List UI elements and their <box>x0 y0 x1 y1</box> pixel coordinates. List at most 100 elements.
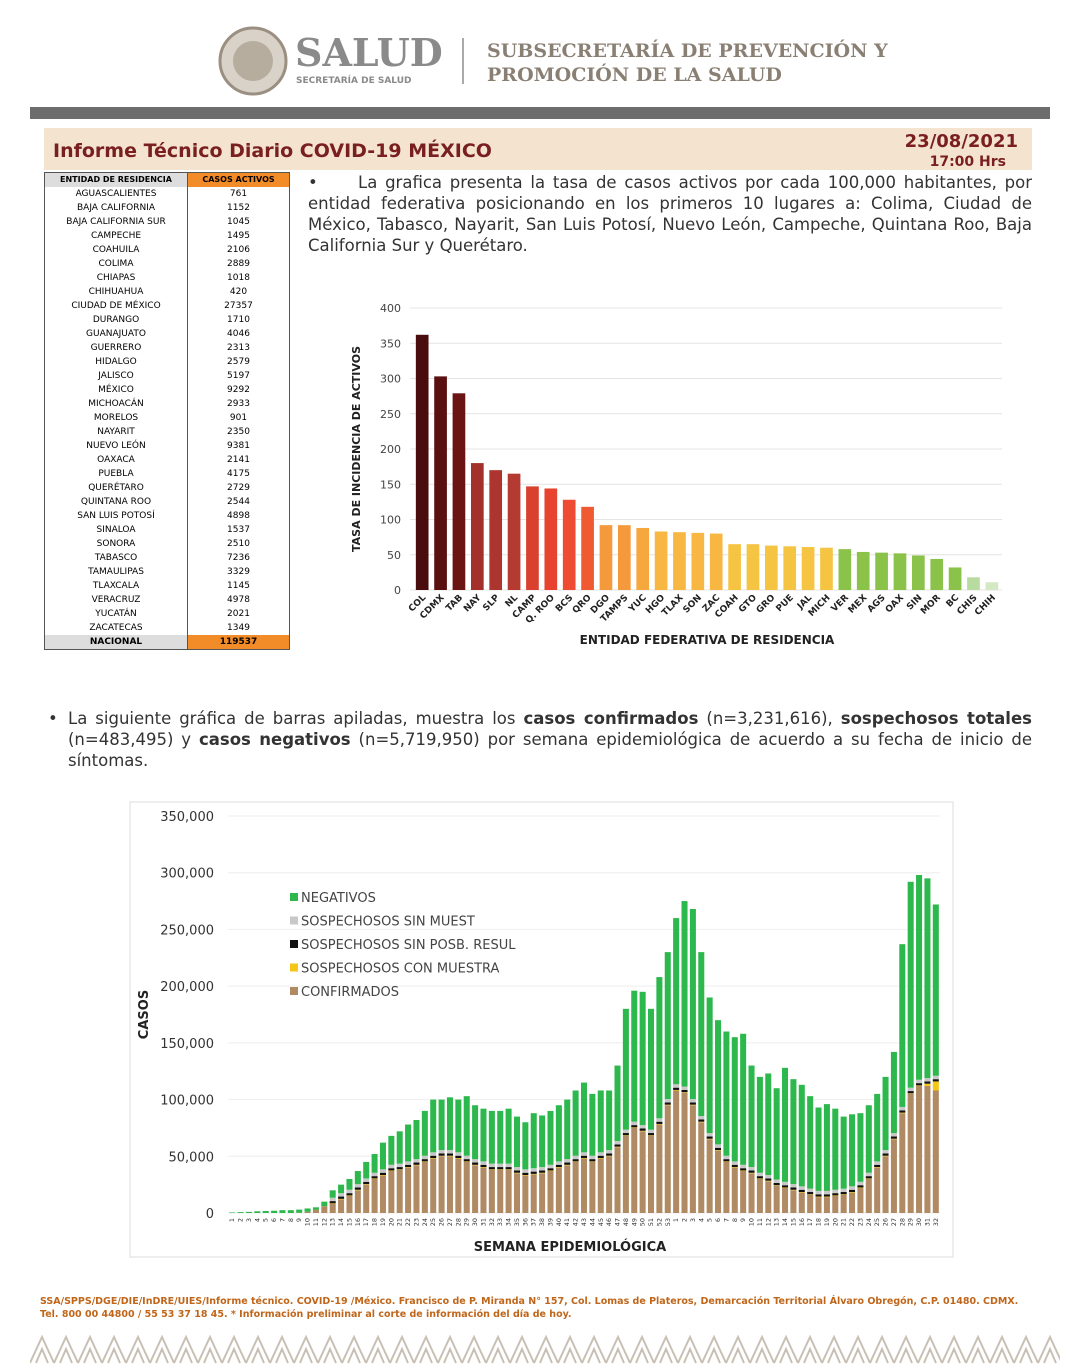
bar-segment <box>338 1196 345 1199</box>
bar-segment <box>723 1161 730 1162</box>
bar-segment <box>379 1169 386 1173</box>
bar-segment <box>773 1185 780 1213</box>
table-cell: TABASCO <box>44 551 188 565</box>
bar-segment <box>773 1182 780 1186</box>
table-row: CAMPECHE 1495 <box>44 229 290 243</box>
bar <box>507 473 521 590</box>
table-cell: NACIONAL <box>44 635 188 650</box>
bar-segment <box>329 1190 336 1198</box>
table-cell: NUEVO LEÓN <box>44 439 188 453</box>
bar-segment <box>396 1169 403 1170</box>
bar <box>562 499 576 590</box>
bar <box>948 567 962 590</box>
bar-segment <box>505 1163 512 1168</box>
bar-segment <box>338 1198 345 1200</box>
table-cell: 1152 <box>187 201 290 215</box>
table-row: COLIMA 2889 <box>44 257 290 271</box>
bar-segment <box>304 1211 311 1213</box>
bar-segment <box>304 1208 311 1212</box>
table-cell: 4898 <box>187 509 290 523</box>
bar-segment <box>614 1140 621 1145</box>
bar-segment <box>572 1161 579 1162</box>
legend-swatch <box>290 893 298 901</box>
x-tick-label: 42 <box>572 1218 580 1226</box>
bar-segment <box>363 1178 370 1182</box>
report-title: Informe Técnico Diario COVID-19 MÉXICO <box>53 139 492 162</box>
bar-segment <box>782 1067 789 1182</box>
table-cell: 420 <box>187 285 290 299</box>
bar-segment <box>488 1169 495 1170</box>
bar-segment <box>673 1089 680 1091</box>
legend-label: SOSPECHOSOS SIN MUEST <box>301 915 475 930</box>
bar-segment <box>698 1121 705 1123</box>
bar-segment <box>656 1124 663 1213</box>
bar-segment <box>890 1136 897 1139</box>
table-cell: 9381 <box>187 439 290 453</box>
x-tick-label: 52 <box>655 1218 663 1226</box>
bar-segment <box>497 1167 504 1170</box>
bar-segment <box>396 1163 403 1168</box>
table-cell: 119537 <box>187 635 290 650</box>
bar-segment <box>874 1161 881 1165</box>
bar-segment <box>522 1169 529 1173</box>
bar-segment <box>547 1168 554 1171</box>
x-tick-label: 6 <box>714 1218 722 1222</box>
bar-segment <box>907 1093 914 1213</box>
table-row: QUERÉTARO 2729 <box>44 481 290 495</box>
bar-segment <box>589 1161 596 1162</box>
bar-segment <box>647 1135 655 1213</box>
x-tick-label: GTO <box>737 593 759 615</box>
paragraph-text: La grafica presenta la tasa de casos act… <box>308 173 1032 255</box>
bar-segment <box>622 1135 629 1213</box>
bar-segment <box>371 1178 378 1213</box>
table-cell: ZACATECAS <box>44 621 188 635</box>
bar-segment <box>472 1159 479 1163</box>
text: casos negativos <box>198 730 351 749</box>
bar-segment <box>681 1092 688 1213</box>
bar-segment <box>698 952 705 1117</box>
bar-segment <box>664 1102 671 1105</box>
x-tick-label: 10 <box>304 1218 312 1226</box>
bar-segment <box>606 1150 613 1154</box>
bar-segment <box>371 1176 378 1179</box>
bar-segment <box>606 1156 613 1213</box>
bar-segment <box>639 1130 646 1132</box>
bar-segment <box>748 1065 755 1168</box>
table-cell: SAN LUIS POTOSÍ <box>44 509 188 523</box>
bar-segment <box>916 1085 923 1086</box>
bar-segment <box>823 1194 830 1197</box>
y-tick-label: 350 <box>380 337 401 350</box>
bar-segment <box>932 1081 939 1091</box>
x-tick-label: 9 <box>739 1218 747 1222</box>
bar <box>470 463 484 590</box>
table-row: TAMAULIPAS 3329 <box>44 565 290 579</box>
bar-segment <box>899 1110 906 1113</box>
bar-segment <box>857 1113 864 1182</box>
office: PROMOCIÓN DE LA SALUD <box>487 63 782 86</box>
bar-segment <box>882 1150 889 1154</box>
x-tick-label: 44 <box>588 1218 596 1226</box>
table-cell: NAYARIT <box>44 425 188 439</box>
y-axis-title: TASA DE INCIDENCIA DE ACTIVOS <box>350 346 363 552</box>
bar-segment <box>748 1167 755 1171</box>
x-tick-label: 29 <box>463 1218 471 1226</box>
bar-segment <box>798 1189 805 1193</box>
bar-segment <box>539 1167 546 1171</box>
bar-segment <box>698 1122 705 1213</box>
table-cell: 4978 <box>187 593 290 607</box>
bar-segment <box>346 1195 353 1196</box>
bar-segment <box>405 1167 412 1213</box>
bar-segment <box>765 1181 772 1213</box>
x-tick-label: 26 <box>882 1218 890 1226</box>
bar-segment <box>622 1133 629 1136</box>
bar-segment <box>631 1127 638 1213</box>
table-cell: VERACRUZ <box>44 593 188 607</box>
table-row: MORELOS 901 <box>44 411 290 425</box>
table-cell: COAHUILA <box>44 243 188 257</box>
bar-segment <box>421 1110 428 1156</box>
bar-segment <box>379 1175 386 1176</box>
bar-segment <box>346 1195 353 1213</box>
bar-segment <box>656 1121 663 1124</box>
bar-segment <box>555 1164 562 1168</box>
x-tick-label: 36 <box>521 1218 529 1226</box>
